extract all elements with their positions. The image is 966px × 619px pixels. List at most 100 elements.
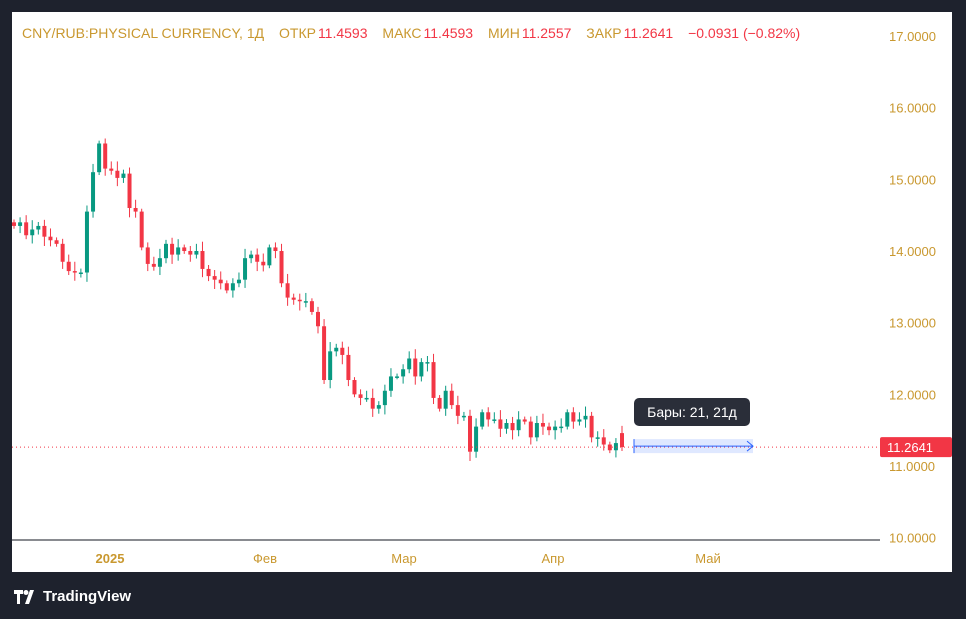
time-tick-label: Фев bbox=[253, 551, 277, 566]
candle-body bbox=[407, 358, 412, 370]
candle-body bbox=[151, 263, 156, 267]
open-label: ОТКР bbox=[279, 25, 316, 41]
time-tick-label: 2025 bbox=[96, 551, 125, 566]
candle-body bbox=[382, 390, 387, 406]
candle-body bbox=[279, 251, 284, 284]
candle-body bbox=[601, 437, 606, 445]
candle-body bbox=[139, 211, 144, 248]
candle-body bbox=[431, 362, 436, 398]
price-tick-label: 17.0000 bbox=[889, 29, 936, 44]
candle-body bbox=[461, 415, 466, 418]
arrow-right-icon bbox=[746, 440, 754, 452]
candle-body bbox=[449, 390, 454, 406]
close-value: 11.2641 bbox=[623, 25, 674, 41]
candle-body bbox=[607, 444, 612, 451]
candle-body bbox=[334, 347, 339, 352]
candle-body bbox=[510, 423, 515, 431]
candle-body bbox=[504, 423, 509, 429]
candle-body bbox=[468, 415, 472, 452]
candlestick-chart[interactable]: 10.0000 11.0000 12.0000 13.0000 14.0000 15.00… bbox=[12, 12, 952, 572]
candle-body bbox=[115, 170, 120, 178]
candle-body bbox=[60, 243, 65, 262]
high-label: МАКС bbox=[382, 25, 422, 41]
candle-body bbox=[309, 301, 314, 312]
time-tick-label: Май bbox=[695, 551, 720, 566]
candle-body bbox=[376, 405, 381, 409]
candle-body bbox=[388, 376, 393, 391]
candle-body bbox=[540, 423, 545, 427]
price-axis bbox=[880, 12, 952, 572]
candle-body bbox=[236, 279, 241, 284]
candle-body bbox=[224, 283, 229, 291]
symbol-legend: CNY/RUB:PHYSICAL CURRENCY, 1Д ОТКР 11.459… bbox=[22, 25, 802, 41]
candle-body bbox=[589, 415, 594, 438]
candle-body bbox=[127, 173, 132, 209]
candle-body bbox=[401, 369, 406, 377]
candle-body bbox=[194, 251, 199, 255]
candle-body bbox=[230, 283, 235, 291]
price-tick-label: 13.0000 bbox=[889, 316, 936, 331]
candle-body bbox=[157, 258, 162, 267]
price-tick-label: 12.0000 bbox=[889, 387, 936, 402]
candle-body bbox=[91, 172, 96, 212]
candle-body bbox=[346, 354, 351, 381]
candle-body bbox=[12, 222, 16, 226]
candle-body bbox=[419, 362, 424, 377]
candle-body bbox=[340, 347, 345, 355]
candle-body bbox=[170, 243, 175, 255]
candle-body bbox=[534, 423, 539, 438]
candle-body bbox=[613, 443, 618, 451]
candle-body bbox=[297, 299, 302, 302]
candle-body bbox=[474, 426, 479, 452]
candle-body bbox=[486, 412, 491, 420]
candle-body bbox=[218, 279, 223, 284]
candle-body bbox=[200, 251, 205, 269]
candle-body bbox=[565, 412, 570, 427]
candle-body bbox=[553, 426, 558, 431]
candle-body bbox=[516, 419, 521, 431]
candle-body bbox=[54, 240, 59, 244]
change-value: −0.0931 (−0.82%) bbox=[688, 25, 801, 41]
candle-body bbox=[492, 419, 497, 421]
candle-body bbox=[547, 426, 552, 431]
candle-body bbox=[316, 311, 320, 327]
candle-body bbox=[66, 261, 71, 272]
candle-body bbox=[437, 397, 442, 409]
candle-body bbox=[291, 297, 296, 300]
candle-body bbox=[30, 229, 35, 236]
price-tick-label: 11.0000 bbox=[889, 459, 935, 474]
low-label: МИН bbox=[487, 25, 520, 41]
candle-body bbox=[443, 390, 448, 409]
current-price-badge bbox=[880, 437, 952, 458]
candle-body bbox=[395, 376, 400, 378]
candle-body bbox=[84, 211, 89, 273]
time-tick-label: Мар bbox=[391, 551, 416, 566]
candle-body bbox=[24, 222, 29, 236]
candle-body bbox=[261, 261, 266, 266]
candle-body bbox=[425, 362, 430, 364]
candle-body bbox=[267, 247, 272, 266]
candle-body bbox=[255, 254, 260, 262]
current-price-label: 11.2641 bbox=[887, 440, 933, 455]
candle-body bbox=[36, 225, 41, 230]
candle-body bbox=[480, 412, 485, 427]
candle-body bbox=[571, 412, 576, 422]
candle-body bbox=[103, 143, 108, 169]
symbol-name[interactable]: CNY/RUB:PHYSICAL CURRENCY, 1Д bbox=[22, 25, 265, 41]
candle-body bbox=[249, 254, 254, 259]
chart-pane[interactable]: 10.0000 11.0000 12.0000 13.0000 14.0000 15.00… bbox=[12, 12, 952, 572]
candle-body bbox=[455, 405, 460, 416]
candle-body bbox=[206, 268, 211, 277]
candle-body bbox=[358, 394, 363, 398]
candle-body bbox=[522, 419, 527, 422]
candle-body bbox=[164, 243, 168, 259]
candle-body bbox=[145, 247, 150, 264]
candle-body bbox=[577, 419, 582, 422]
price-tick-label: 10.0000 bbox=[889, 531, 936, 546]
candle-body bbox=[243, 258, 248, 280]
candle-body bbox=[109, 168, 114, 171]
tradingview-logo[interactable]: TradingView bbox=[14, 588, 131, 605]
candle-body bbox=[328, 351, 333, 381]
candle-body bbox=[97, 143, 102, 173]
open-value: 11.4593 bbox=[317, 25, 368, 41]
